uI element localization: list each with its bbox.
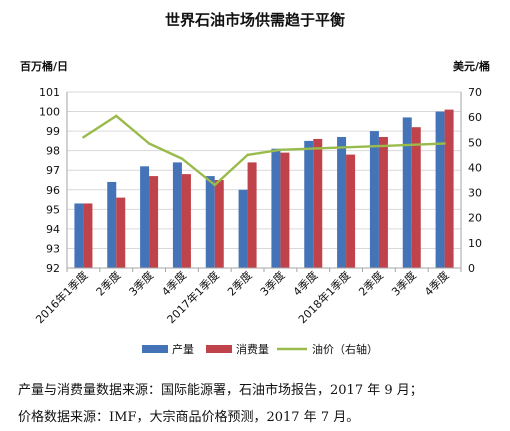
bar-consumption — [313, 138, 323, 268]
category-label: 4季度 — [290, 268, 320, 298]
legend-swatch — [142, 345, 168, 353]
right-tick-label: 70 — [468, 86, 482, 99]
category-label: 2016年1季度 — [33, 268, 91, 326]
left-tick-label: 96 — [46, 184, 60, 197]
oil-price-point — [344, 146, 348, 149]
left-tick-label: 97 — [46, 164, 60, 177]
bar-production — [140, 166, 150, 268]
gridlines — [67, 91, 461, 269]
right-tick-label: 30 — [468, 187, 482, 200]
left-tick-label: 100 — [39, 106, 60, 119]
bar-consumption — [247, 162, 257, 268]
bar-production — [74, 203, 84, 268]
right-axis-ticks: 0 10 20 30 40 50 60 70 — [468, 86, 482, 275]
bar-consumption — [378, 136, 388, 268]
right-axis-unit: 美元/桶 — [453, 59, 490, 73]
oil-price-point — [180, 157, 184, 160]
bar-consumption — [149, 176, 159, 268]
bar-production — [402, 117, 412, 268]
bar-production — [172, 162, 182, 268]
left-tick-label: 101 — [39, 86, 60, 99]
bar-consumption — [411, 127, 421, 268]
right-tick-label: 0 — [468, 262, 475, 275]
category-label: 2季度 — [224, 268, 254, 298]
legend: 产量 消费量 油价（右轴） — [142, 342, 378, 356]
oil-price-point — [213, 183, 216, 187]
left-tick-label: 98 — [46, 145, 60, 158]
right-tick-label: 40 — [468, 161, 482, 174]
oil-price-point — [279, 148, 282, 152]
right-tick-label: 60 — [468, 111, 482, 124]
category-label: 3季度 — [126, 268, 156, 298]
category-label: 4季度 — [421, 268, 451, 298]
right-tick-label: 50 — [468, 136, 482, 149]
bar-production — [238, 189, 248, 268]
bar-consumption — [280, 152, 290, 268]
bar-production — [435, 111, 445, 268]
legend-swatch — [206, 345, 232, 353]
category-label: 2季度 — [356, 268, 386, 298]
legend-label: 油价（右轴） — [312, 342, 378, 356]
bar-consumption — [346, 154, 356, 268]
left-axis-unit: 百万桶/日 — [20, 59, 68, 73]
left-tick-label: 94 — [46, 223, 60, 236]
legend-label: 产量 — [172, 342, 194, 356]
oil-price-point — [377, 144, 381, 148]
oil-price-point — [443, 142, 446, 145]
bar-production — [271, 148, 281, 268]
category-label: 2季度 — [93, 268, 123, 298]
bar-consumption — [214, 180, 224, 268]
chart-title: 世界石油市场供需趋于平衡 — [165, 11, 345, 29]
bar-consumption — [181, 174, 191, 268]
bar-production — [369, 131, 379, 268]
line-layer — [82, 114, 446, 187]
oil-price-point — [147, 142, 151, 145]
left-tick-label: 92 — [46, 262, 60, 275]
category-label: 3季度 — [388, 268, 418, 298]
axis-layer — [66, 92, 462, 272]
category-label: 3季度 — [257, 268, 287, 298]
oil-price-point — [410, 143, 413, 146]
bar-consumption — [116, 197, 126, 268]
left-tick-label: 95 — [46, 203, 60, 216]
bar-production — [107, 181, 117, 268]
bar-production — [205, 176, 215, 268]
source-note-production: 产量与消费量数据来源：国际能源署，石油市场报告，2017 年 9 月； — [18, 383, 423, 398]
left-tick-label: 93 — [46, 242, 60, 255]
oil-price-point — [82, 136, 85, 139]
bar-production — [304, 140, 314, 268]
left-tick-label: 99 — [46, 125, 60, 138]
category-label: 4季度 — [159, 268, 189, 298]
oil-price-point — [115, 114, 118, 118]
right-tick-label: 10 — [468, 237, 482, 250]
bar-consumption — [83, 203, 93, 268]
legend-label: 消费量 — [236, 342, 269, 356]
right-tick-label: 20 — [468, 212, 482, 225]
oil-price-line — [82, 114, 445, 187]
bar-production — [337, 136, 347, 268]
bar-layer — [74, 109, 454, 268]
source-note-price: 价格数据来源：IMF，大宗商品价格预测，2017 年 7 月。 — [18, 410, 360, 425]
oil-price-point — [246, 153, 249, 157]
oil-price-point — [312, 147, 315, 150]
left-axis-ticks: 92 93 94 95 96 97 98 99 100 101 — [39, 86, 60, 275]
bar-consumption — [444, 109, 454, 268]
